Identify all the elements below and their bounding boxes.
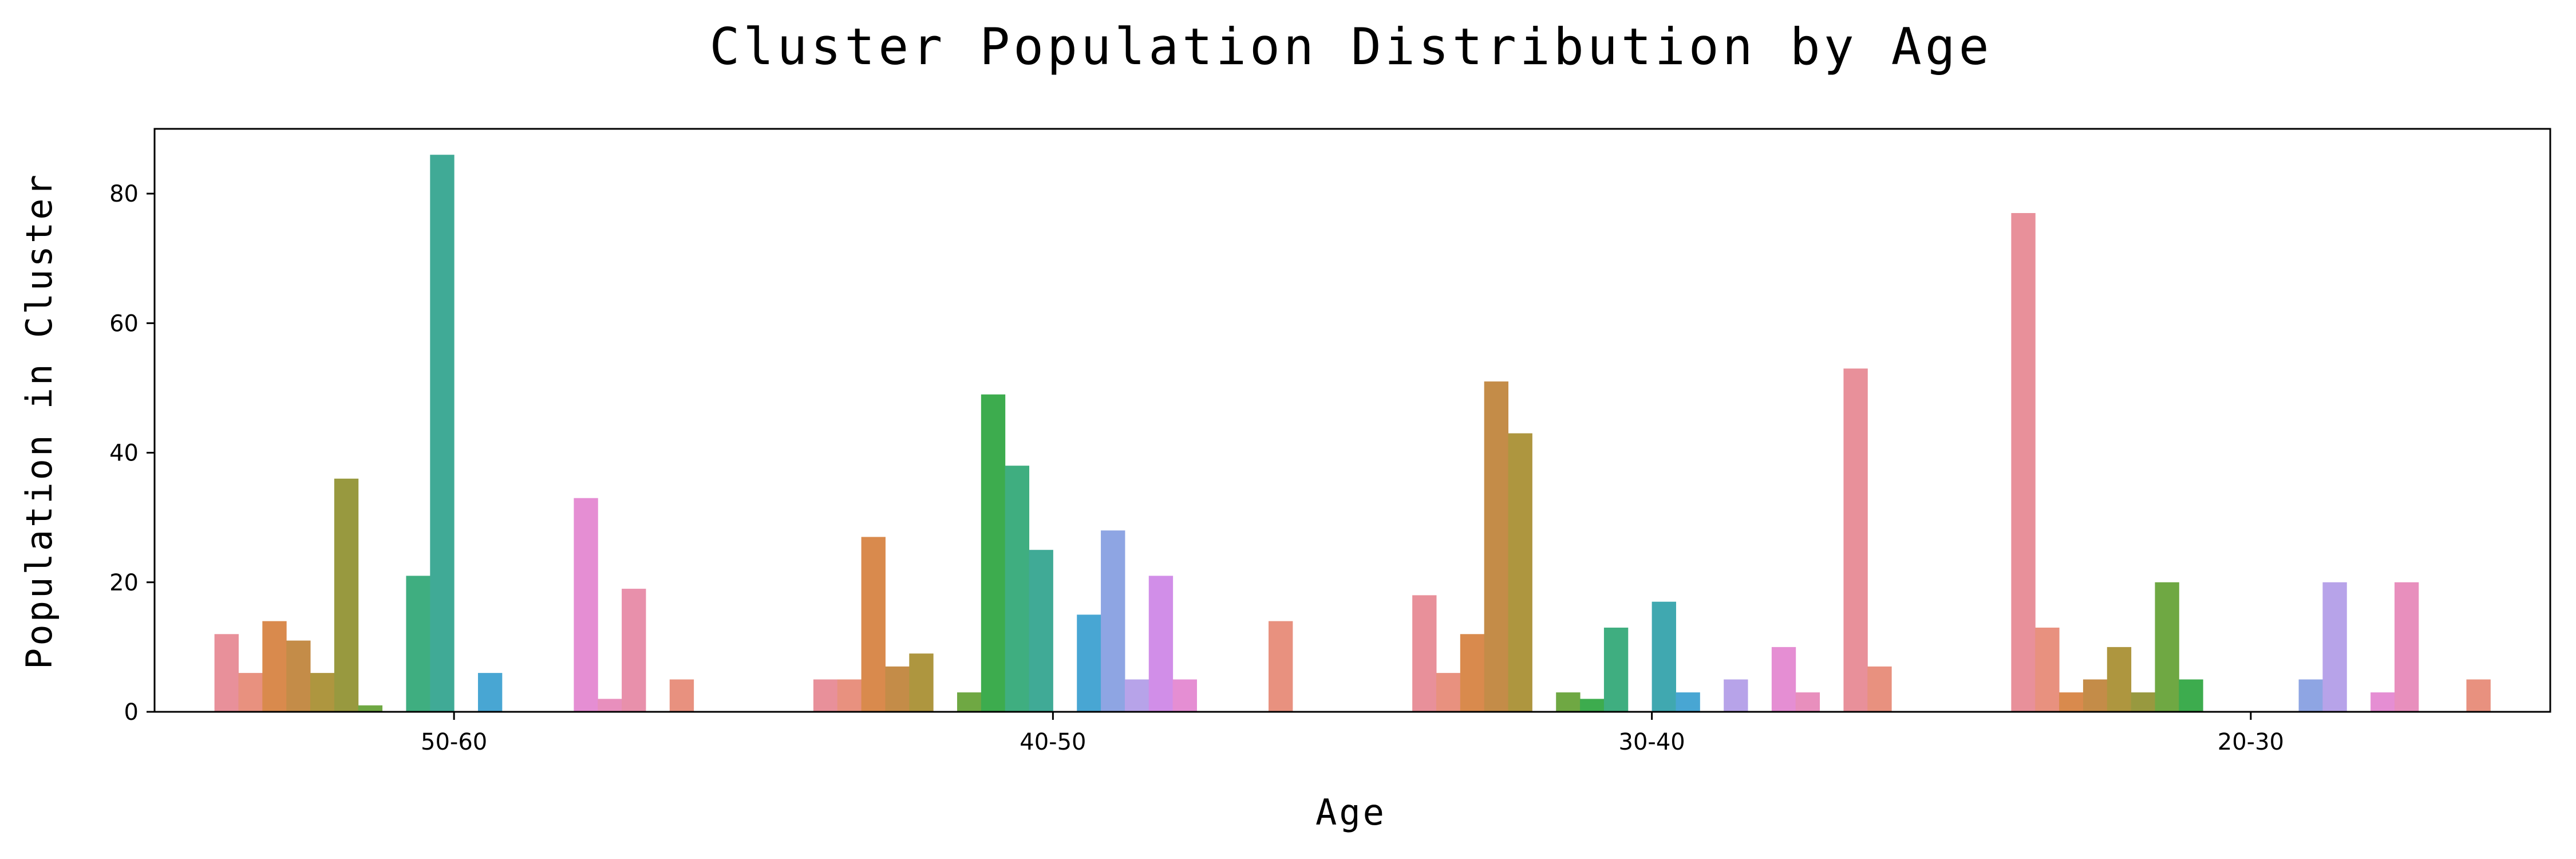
bar — [1148, 576, 1174, 712]
plot-frame — [153, 128, 2551, 713]
bar — [1077, 614, 1101, 712]
bar — [1484, 381, 1509, 712]
bar — [214, 634, 239, 712]
bar — [622, 589, 646, 712]
bar — [1172, 679, 1197, 712]
bar — [2035, 627, 2060, 712]
x-tick-label: 30-40 — [1619, 729, 1685, 755]
bar — [885, 666, 910, 712]
bar — [909, 653, 934, 712]
bar — [1508, 433, 1532, 712]
y-axis-label: Population in Cluster — [18, 172, 60, 669]
bar — [981, 394, 1006, 712]
bar — [2083, 679, 2108, 712]
bar — [2298, 679, 2323, 712]
y-tick-label: 20 — [109, 570, 139, 596]
bar — [2011, 213, 2036, 712]
bar — [1795, 692, 1820, 712]
bar — [286, 640, 311, 712]
bar — [310, 673, 335, 712]
bar — [1843, 368, 1868, 712]
bar — [1101, 530, 1125, 712]
bar — [1005, 466, 1030, 712]
bar — [1029, 550, 1053, 712]
bar — [1603, 627, 1629, 712]
bar — [2107, 647, 2132, 712]
bar — [574, 498, 598, 712]
y-tick-label: 0 — [124, 699, 139, 726]
bar — [358, 705, 383, 712]
bar — [2322, 582, 2347, 712]
bar — [430, 155, 455, 712]
bar — [1124, 679, 1149, 712]
bar — [669, 679, 694, 712]
bar — [1676, 692, 1700, 712]
bar — [2394, 582, 2419, 712]
chart-title: Cluster Population Distribution by Age — [709, 17, 1992, 76]
y-tick-label: 60 — [109, 310, 139, 337]
bar — [957, 692, 982, 712]
bar — [1460, 634, 1485, 712]
bar — [1556, 692, 1581, 712]
bar — [238, 673, 263, 712]
bar — [262, 621, 287, 712]
x-axis-label: Age — [1315, 791, 1386, 833]
bar — [1771, 647, 1796, 712]
bar — [2059, 692, 2084, 712]
plot-area: 0 20 40 60 80 50-60 40-50 30-40 20-30 — [109, 128, 2551, 755]
bar — [2155, 582, 2179, 712]
bar — [1412, 595, 1437, 712]
bar — [598, 699, 622, 712]
bar — [2179, 679, 2203, 712]
bar — [813, 679, 838, 712]
bar — [2131, 692, 2155, 712]
bar — [334, 478, 359, 712]
x-tick-label: 40-50 — [1020, 729, 1086, 755]
bar — [2466, 679, 2491, 712]
bar — [1580, 699, 1605, 712]
bar — [2370, 692, 2395, 712]
x-tick-label: 20-30 — [2218, 729, 2284, 755]
bar — [477, 673, 503, 712]
y-tick-label: 40 — [109, 440, 139, 467]
bar — [1724, 679, 1748, 712]
bar — [1652, 601, 1676, 712]
bar — [1867, 666, 1892, 712]
x-tick-label: 50-60 — [421, 729, 487, 755]
bar — [861, 537, 886, 712]
bar — [1436, 673, 1461, 712]
y-tick-label: 80 — [109, 181, 139, 207]
bar — [406, 576, 430, 712]
bar — [837, 679, 862, 712]
bar — [1269, 621, 1293, 712]
